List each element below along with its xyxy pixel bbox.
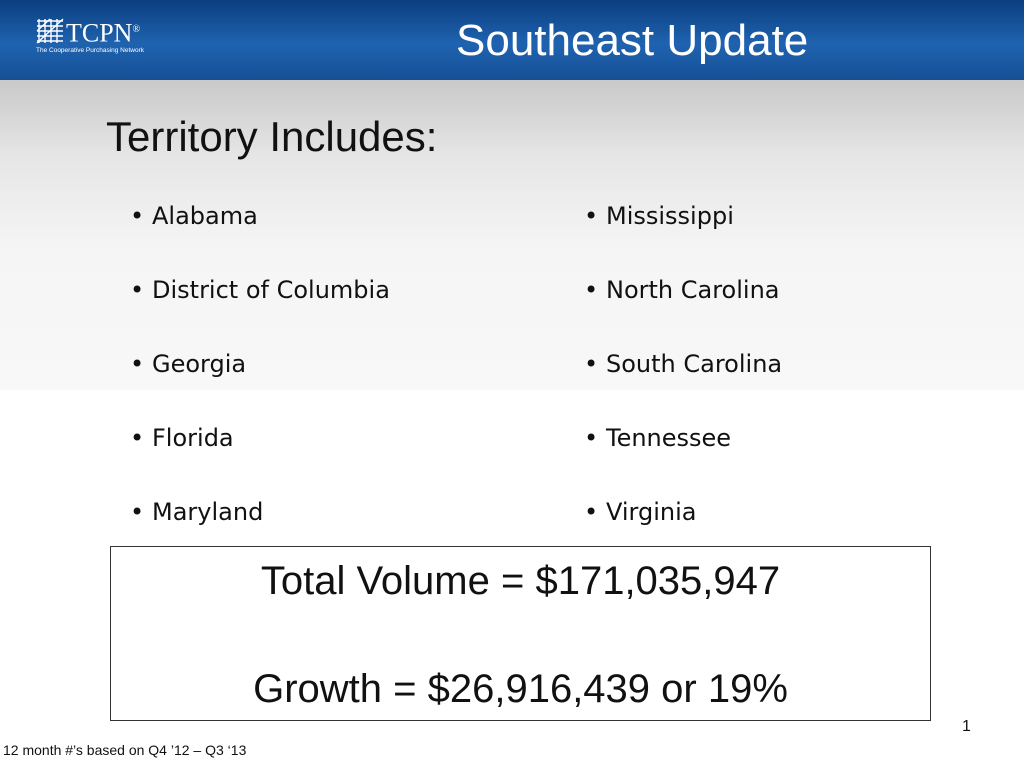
growth: Growth = $26,916,439 or 19% [253,667,788,711]
page-title: Southeast Update [456,16,809,65]
header-bar: TCPN® The Cooperative Purchasing Network… [0,0,1024,80]
list-item: • Maryland [130,492,550,566]
bullet-icon: • [130,498,145,526]
list-item: • Alabama [130,196,550,270]
list-item: • Tennessee [584,418,1004,492]
logo-tagline: The Cooperative Purchasing Network [36,47,145,54]
tcpn-logo-icon [36,18,64,44]
summary-box: Total Volume = $171,035,947 Growth = $26… [110,546,931,721]
list-item: • Virginia [584,492,1004,566]
list-item: • Florida [130,418,550,492]
bullet-icon: • [130,276,145,304]
footnote: 12 month #’s based on Q4 ’12 – Q3 ‘13 [3,742,247,758]
bullet-icon: • [130,424,145,452]
bullet-icon: • [584,202,599,230]
bullet-icon: • [130,202,145,230]
list-item: • South Carolina [584,344,1004,418]
slide-number: 1 [962,718,971,735]
content-background-band [0,80,1024,390]
territory-heading: Territory Includes: [106,113,438,160]
bullet-icon: • [584,424,599,452]
territory-list-left: • Alabama • District of Columbia • Georgia … [130,196,550,566]
bullet-icon: • [584,350,599,378]
tcpn-logo: TCPN® The Cooperative Purchasing Network [36,14,156,60]
logo-wordmark: TCPN® [66,18,141,48]
list-item: • North Carolina [584,270,1004,344]
list-item: • Mississippi [584,196,1004,270]
total-volume: Total Volume = $171,035,947 [260,559,781,603]
list-item: • Georgia [130,344,550,418]
territory-list-right: • Mississippi • North Carolina • South Caro… [584,196,1004,566]
list-item: • District of Columbia [130,270,550,344]
bullet-icon: • [584,276,599,304]
bullet-icon: • [584,498,599,526]
bullet-icon: • [130,350,145,378]
